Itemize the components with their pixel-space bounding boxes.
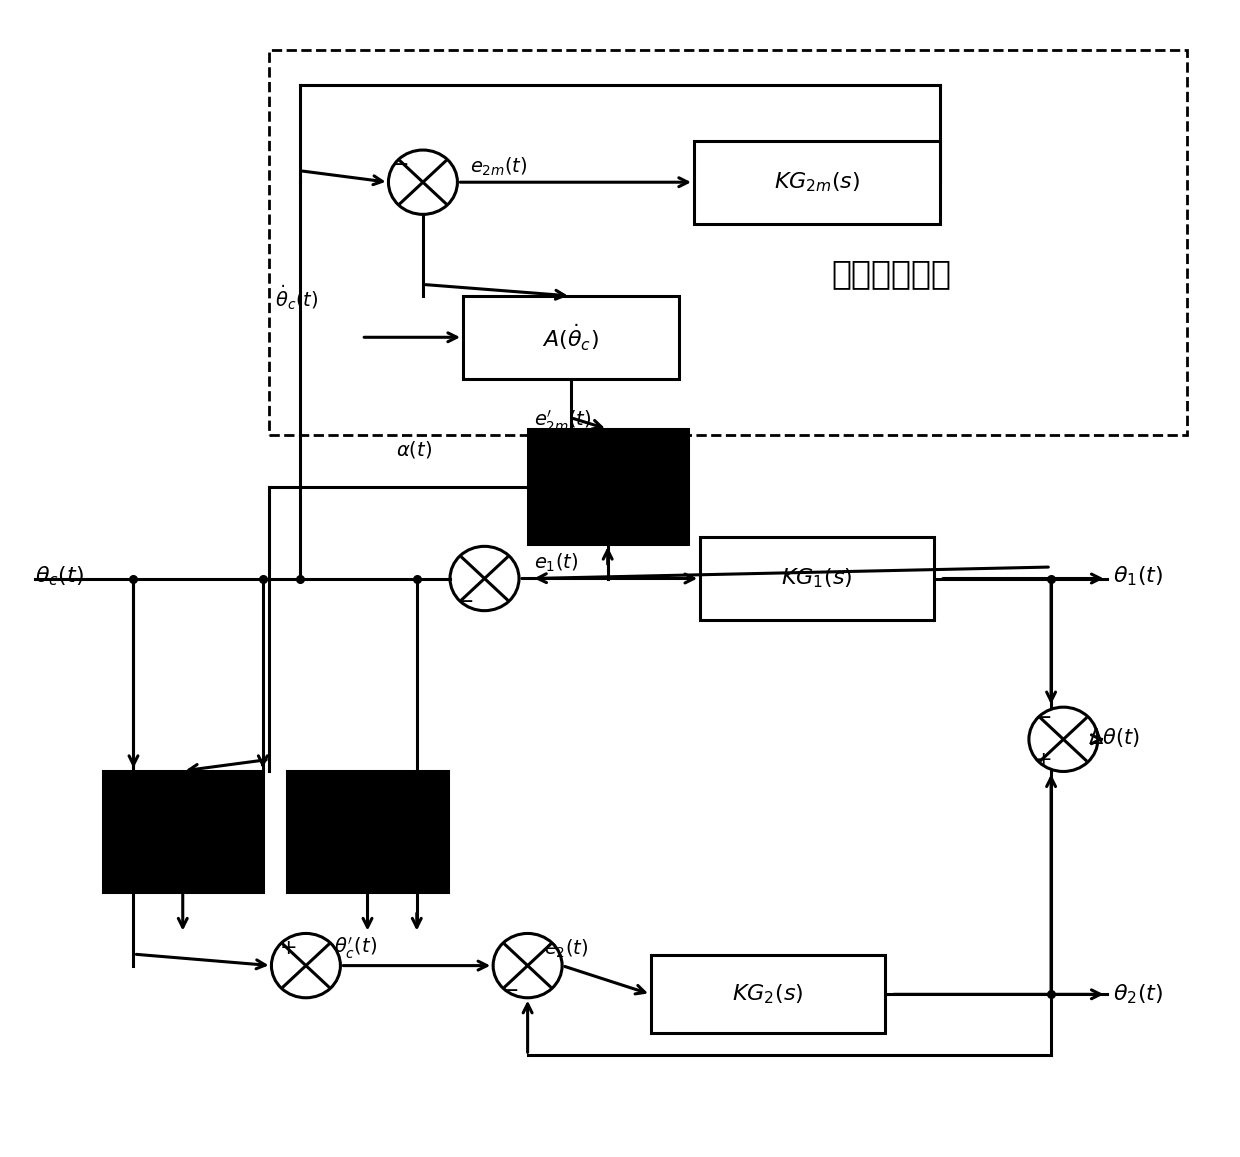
Text: $KG_2(s)$: $KG_2(s)$ bbox=[732, 982, 804, 1007]
Text: $-$: $-$ bbox=[456, 590, 474, 611]
Text: $\Delta\theta(t)$: $\Delta\theta(t)$ bbox=[1087, 725, 1140, 749]
Bar bbox=[269, 50, 1187, 435]
Text: $e_{2m}(t)$: $e_{2m}(t)$ bbox=[470, 156, 527, 178]
Text: $KG_{2m}(s)$: $KG_{2m}(s)$ bbox=[774, 170, 861, 194]
Text: $+$: $+$ bbox=[279, 938, 296, 958]
Text: $e_1(t)$: $e_1(t)$ bbox=[533, 551, 578, 574]
Text: $\theta_c(t)$: $\theta_c(t)$ bbox=[35, 565, 84, 588]
Bar bbox=[288, 771, 448, 892]
Text: $A(\dot{\theta}_c)$: $A(\dot{\theta}_c)$ bbox=[542, 322, 599, 353]
Text: $-$: $-$ bbox=[501, 979, 518, 998]
Text: $KG_1(s)$: $KG_1(s)$ bbox=[781, 567, 853, 590]
Text: $\theta_2(t)$: $\theta_2(t)$ bbox=[1112, 982, 1163, 1007]
Text: $+$: $+$ bbox=[1034, 750, 1052, 771]
Bar bbox=[103, 771, 263, 892]
Bar bbox=[528, 429, 688, 544]
Bar bbox=[701, 537, 934, 620]
Text: $e^{\prime}_{2m}(t)$: $e^{\prime}_{2m}(t)$ bbox=[533, 408, 591, 434]
Text: $-$: $-$ bbox=[391, 153, 408, 172]
Bar bbox=[651, 956, 885, 1033]
Text: $\alpha(t)$: $\alpha(t)$ bbox=[396, 440, 432, 460]
Text: $-$: $-$ bbox=[1034, 706, 1052, 727]
Text: $\dot{\theta}_c(t)$: $\dot{\theta}_c(t)$ bbox=[275, 282, 319, 311]
Text: $\theta_1(t)$: $\theta_1(t)$ bbox=[1112, 565, 1163, 588]
Bar bbox=[463, 296, 678, 378]
Text: $e_2(t)$: $e_2(t)$ bbox=[543, 937, 588, 959]
Text: $\theta^{\prime}_c(t)$: $\theta^{\prime}_c(t)$ bbox=[335, 936, 377, 961]
Bar bbox=[694, 141, 940, 223]
Text: 修正参考模型: 修正参考模型 bbox=[831, 258, 951, 290]
